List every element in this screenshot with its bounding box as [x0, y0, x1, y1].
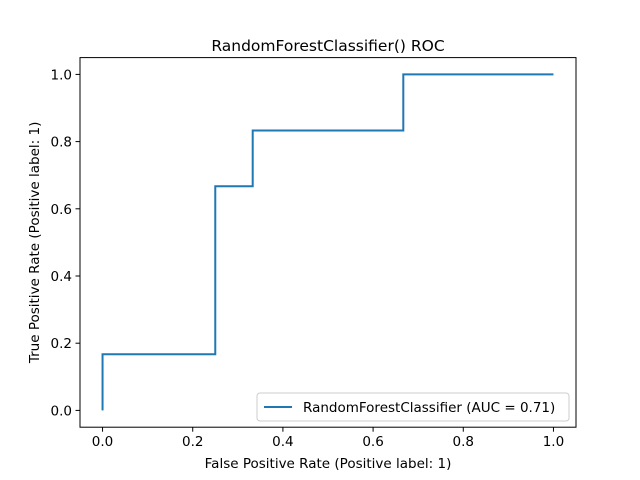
x-axis-ticks: 0.0 0.2 0.4 0.6 0.8 1.0: [92, 427, 564, 450]
plot-area: [79, 57, 577, 428]
x-tick-label: 0.8: [453, 434, 474, 450]
y-tick-label: 0.0: [51, 403, 72, 419]
legend-label: RandomForestClassifier (AUC = 0.71): [303, 400, 555, 416]
x-tick-label: 0.0: [92, 434, 113, 450]
x-axis-label: False Positive Rate (Positive label: 1): [205, 456, 452, 472]
roc-curve-line: [101, 73, 554, 411]
x-tick-label: 0.6: [362, 434, 383, 450]
y-tick-label: 0.6: [51, 202, 72, 218]
chart-title: RandomForestClassifier() ROC: [211, 37, 444, 55]
x-tick-label: 0.2: [182, 434, 203, 450]
y-axis-ticks: 0.0 0.2 0.4 0.6 0.8 1.0: [51, 67, 80, 419]
series-layer: [101, 73, 554, 411]
legend-box: [256, 392, 570, 422]
axes-frame: [79, 57, 577, 428]
x-tick-label: 1.0: [543, 434, 564, 450]
y-tick-label: 0.8: [51, 135, 72, 151]
y-tick-label: 0.2: [51, 336, 72, 352]
x-tick-label: 0.4: [272, 434, 293, 450]
y-tick-label: 0.4: [51, 269, 72, 285]
legend: RandomForestClassifier (AUC = 0.71): [256, 392, 570, 422]
y-axis-label: True Positive Rate (Positive label: 1): [27, 122, 43, 365]
y-tick-label: 1.0: [51, 67, 72, 83]
